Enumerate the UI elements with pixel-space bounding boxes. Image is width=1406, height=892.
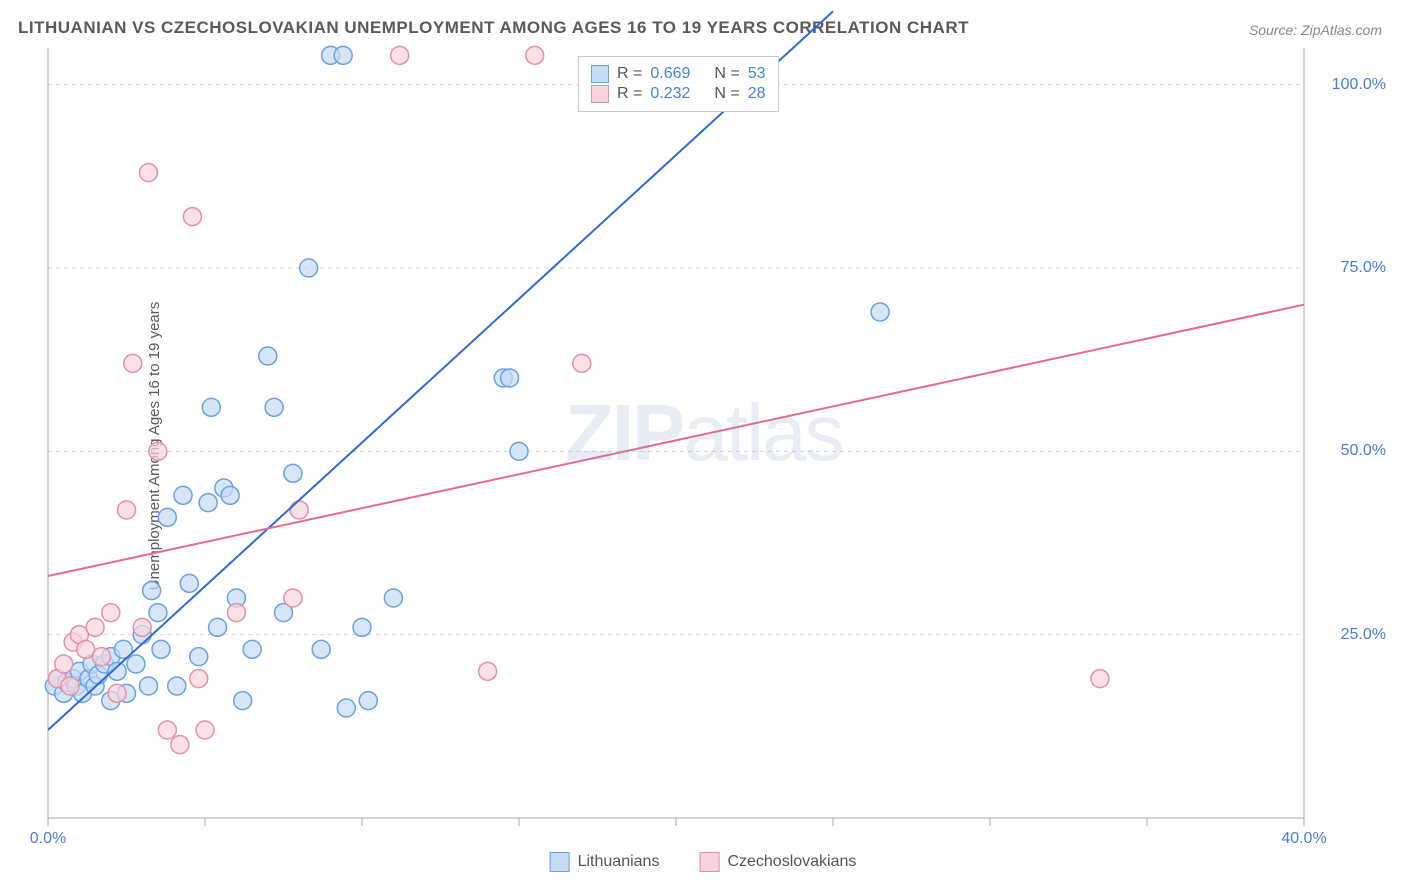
n-value-lithuanians: 53 <box>748 65 766 83</box>
y-tick-label: 50.0% <box>1341 442 1386 460</box>
correlation-legend: R = 0.669 N = 53 R = 0.232 N = 28 <box>578 56 779 112</box>
plot-svg <box>48 48 1304 818</box>
chart-title: LITHUANIAN VS CZECHOSLOVAKIAN UNEMPLOYME… <box>18 18 969 38</box>
legend-item-lithuanians: Lithuanians <box>550 852 660 872</box>
legend-row-czechoslovakians: R = 0.232 N = 28 <box>591 85 766 103</box>
source-attribution: Source: ZipAtlas.com <box>1249 22 1382 38</box>
n-label: N = <box>714 85 739 103</box>
legend-swatch-lithuanians <box>591 65 609 83</box>
y-tick-label: 75.0% <box>1341 259 1386 277</box>
scatter-plot: R = 0.669 N = 53 R = 0.232 N = 28 ZIPatl… <box>48 48 1304 818</box>
series-legend: Lithuanians Czechoslovakians <box>550 852 857 872</box>
legend-swatch-icon <box>550 852 570 872</box>
legend-swatch-czechoslovakians <box>591 85 609 103</box>
r-label: R = <box>617 65 642 83</box>
n-value-czechoslovakians: 28 <box>748 85 766 103</box>
y-tick-label: 100.0% <box>1332 76 1386 94</box>
legend-item-czechoslovakians: Czechoslovakians <box>699 852 856 872</box>
legend-swatch-icon <box>699 852 719 872</box>
legend-row-lithuanians: R = 0.669 N = 53 <box>591 65 766 83</box>
x-tick-label: 40.0% <box>1281 830 1326 848</box>
r-value-czechoslovakians: 0.232 <box>650 85 690 103</box>
x-tick-label: 0.0% <box>30 830 66 848</box>
legend-label-lithuanians: Lithuanians <box>578 853 660 871</box>
legend-label-czechoslovakians: Czechoslovakians <box>727 853 856 871</box>
r-label: R = <box>617 85 642 103</box>
n-label: N = <box>714 65 739 83</box>
y-tick-label: 25.0% <box>1341 626 1386 644</box>
r-value-lithuanians: 0.669 <box>650 65 690 83</box>
